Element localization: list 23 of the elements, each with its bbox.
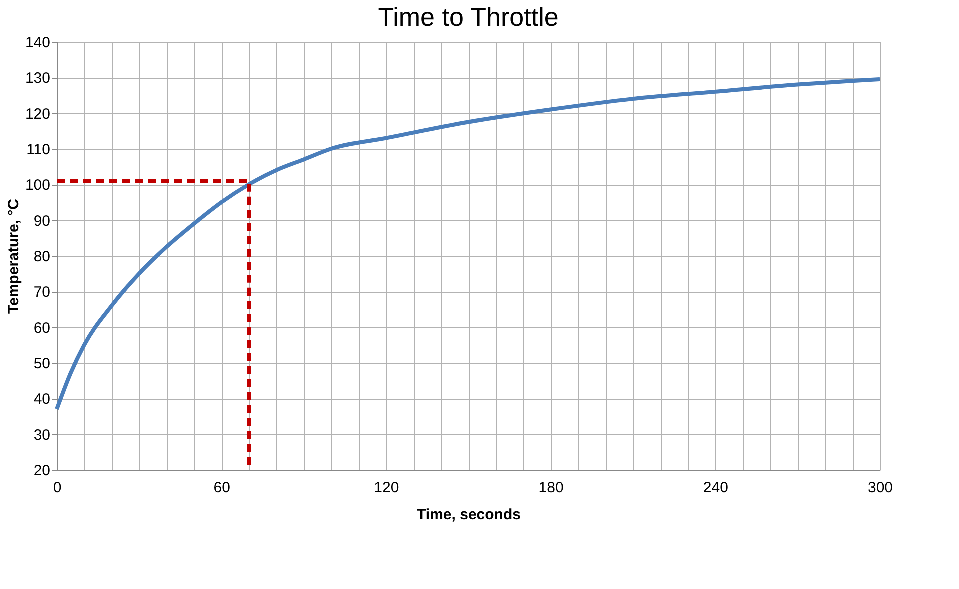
x-tick-label: 0 [53, 480, 62, 496]
x-tick-label: 60 [214, 480, 230, 496]
x-tick-label: 120 [374, 480, 400, 496]
x-axis-title: Time, seconds [417, 506, 521, 524]
y-tick-label: 40 [34, 391, 50, 408]
y-tick-label: 90 [34, 212, 50, 230]
y-tick-label: 30 [34, 426, 50, 444]
y-tick-label: 120 [25, 106, 50, 123]
y-tick-label: 50 [34, 356, 50, 372]
y-tick-label: 80 [34, 248, 50, 266]
y-tick-label: 60 [34, 320, 50, 337]
y-tick-label: 100 [25, 177, 50, 194]
y-tick-label: 70 [34, 284, 50, 302]
y-tick-label: 20 [34, 462, 50, 480]
chart-title: Time to Throttle [378, 2, 559, 32]
y-tick-label: 130 [25, 70, 50, 88]
y-tick-label: 110 [26, 142, 50, 158]
y-tick-label: 140 [25, 34, 50, 52]
y-axis-title: Temperature, °C [5, 198, 22, 314]
x-tick-label: 240 [703, 480, 728, 496]
x-tick-label: 180 [538, 480, 564, 496]
x-tick-label: 300 [868, 480, 894, 496]
line-series [55, 77, 882, 412]
